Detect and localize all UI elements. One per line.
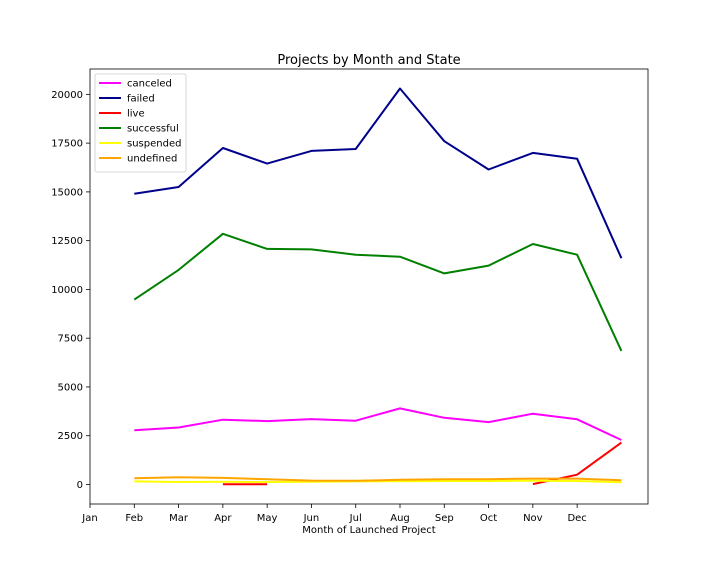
x-tick-label: Aug — [390, 513, 410, 524]
x-axis: Jan Feb Mar Apr May Jun Jul Aug Sep Oct Nov Dec — [81, 504, 587, 524]
legend-label-canceled: canceled — [127, 79, 172, 90]
legend-label-suspended: suspended — [127, 139, 181, 150]
y-tick-label: 17500 — [51, 139, 83, 150]
x-tick-label: Oct — [480, 513, 497, 524]
x-tick-label: Nov — [523, 513, 543, 524]
y-tick-label: 0 — [77, 480, 83, 491]
legend-label-live: live — [127, 109, 145, 120]
y-tick-label: 15000 — [51, 187, 83, 198]
y-tick-label: 20000 — [51, 90, 83, 101]
chart-title: Projects by Month and State — [277, 53, 460, 68]
x-tick-label: May — [257, 513, 278, 524]
series-line-failed — [134, 87, 623, 259]
x-tick-label: Jun — [303, 513, 320, 524]
x-tick-label: Sep — [435, 513, 454, 524]
legend-label-successful: successful — [127, 124, 179, 135]
x-tick-label: Apr — [214, 513, 232, 524]
x-tick-label: Mar — [169, 513, 189, 524]
x-tick-label: Jul — [349, 513, 362, 524]
y-tick-label: 5000 — [58, 382, 83, 393]
x-tick-label: Dec — [567, 513, 586, 524]
y-tick-label: 12500 — [51, 236, 83, 247]
y-axis: 0 2500 5000 7500 10000 12500 15000 17500 20000 — [51, 90, 90, 491]
legend-label-failed: failed — [127, 94, 155, 105]
series-line-undefined — [134, 476, 622, 482]
y-tick-label: 2500 — [58, 431, 83, 442]
legend: canceled failed live successful suspended und… — [94, 73, 187, 173]
y-tick-label: 10000 — [51, 285, 83, 296]
legend-label-undefined: undefined — [127, 154, 177, 165]
series-line-successful — [133, 232, 623, 352]
x-axis-label: Month of Launched Project — [302, 525, 436, 536]
series-line-canceled — [134, 407, 622, 441]
x-tick-label: Feb — [125, 513, 143, 524]
y-tick-label: 7500 — [58, 334, 83, 345]
x-tick-label: Jan — [81, 513, 97, 524]
series-lines — [133, 87, 623, 486]
plot-frame — [89, 68, 649, 505]
